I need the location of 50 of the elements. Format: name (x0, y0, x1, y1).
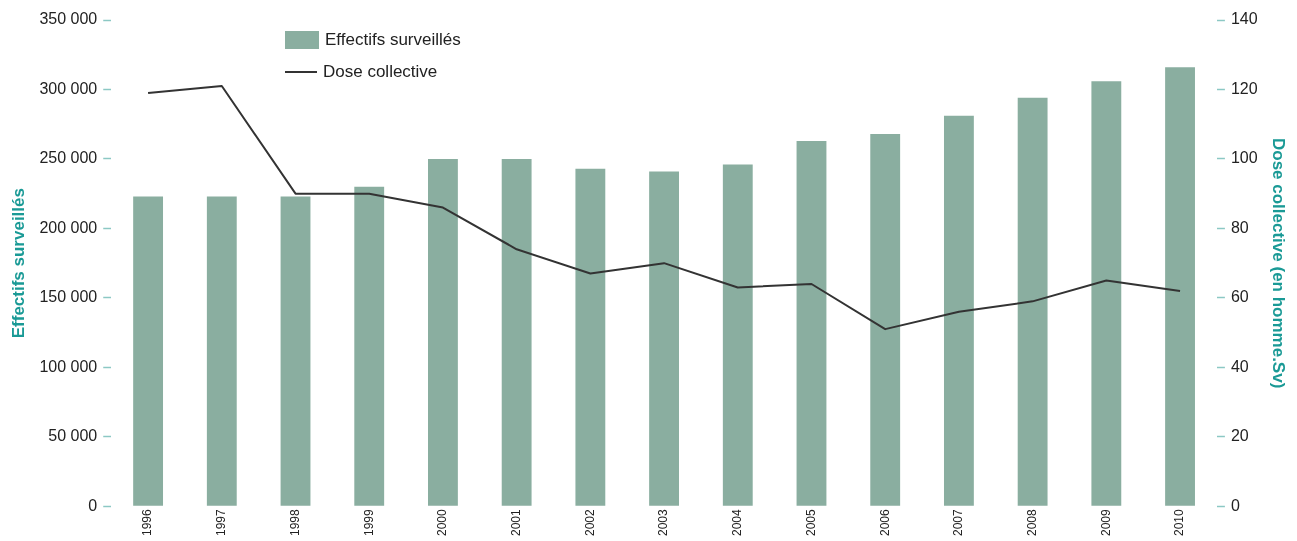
y2-tick-label: 100 (1230, 149, 1258, 167)
x-tick-label: 2007 (951, 508, 966, 537)
bar (206, 196, 237, 506)
legend-label: Dose collective (323, 62, 438, 82)
x-tick-label: 2006 (877, 508, 892, 537)
bar (133, 196, 164, 506)
x-tick-label: 2008 (1024, 508, 1039, 537)
bar (649, 171, 679, 506)
y-tick-label: 350 000 (39, 10, 98, 28)
x-tick-label: 1998 (287, 508, 302, 537)
legend-label: Effectifs surveillés (325, 30, 461, 50)
y2-tick-label: 40 (1230, 357, 1249, 375)
x-tick-label: 2002 (582, 508, 597, 537)
bar (1017, 97, 1048, 506)
bar (1091, 81, 1122, 506)
x-tick-label: 2001 (508, 508, 523, 537)
bar (575, 168, 606, 506)
x-tick-label: 2003 (656, 508, 671, 537)
x-tick-label: 1997 (214, 508, 229, 537)
y2-tick-label: 120 (1230, 79, 1258, 97)
y-tick-label: 0 (88, 496, 98, 514)
y-tick-label: 50 000 (48, 427, 98, 445)
x-tick-label: 1999 (361, 508, 376, 537)
bar (943, 115, 974, 506)
y2-tick-label: 140 (1230, 10, 1258, 28)
bar (722, 164, 753, 506)
bar (1165, 67, 1195, 506)
y-tick-label: 150 000 (39, 288, 98, 306)
y-tick-label: 100 000 (39, 357, 98, 375)
bar (501, 158, 532, 506)
y2-tick-label: 80 (1230, 218, 1249, 236)
x-tick-label: 2005 (803, 508, 818, 537)
x-tick-label: 2010 (1172, 508, 1187, 537)
y-axis-title: Effectifs surveillés (8, 188, 28, 339)
x-tick-label: 1996 (140, 508, 155, 537)
y2-axis-title: Dose collective (en homme.Sv) (1269, 137, 1289, 389)
y-tick-label: 300 000 (39, 79, 98, 97)
x-tick-label: 2009 (1098, 508, 1113, 537)
bar (796, 140, 827, 506)
y2-tick-label: 60 (1230, 288, 1249, 306)
bar (870, 133, 901, 506)
x-tick-label: 2000 (435, 508, 450, 537)
bar (428, 158, 458, 506)
y-tick-label: 250 000 (39, 149, 98, 167)
y-tick-label: 200 000 (39, 218, 98, 236)
bar (354, 186, 385, 506)
x-tick-label: 2004 (730, 508, 745, 537)
y2-tick-label: 20 (1230, 427, 1249, 445)
y2-tick-label: 0 (1230, 496, 1240, 514)
bar (280, 196, 311, 506)
